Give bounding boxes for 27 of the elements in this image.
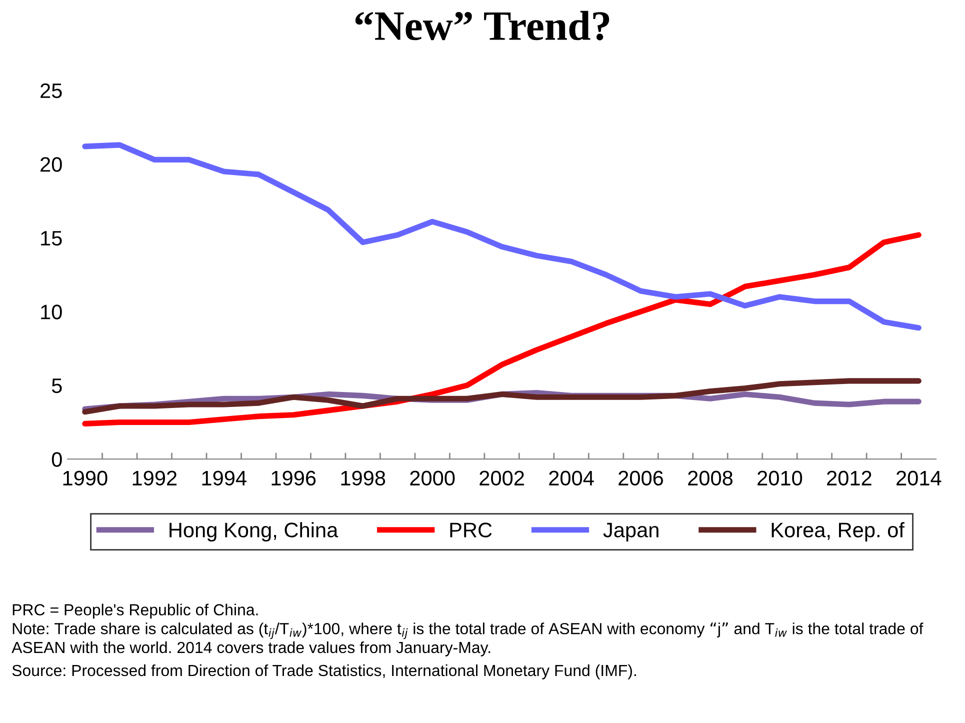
x-tick-label: 1996: [272, 470, 316, 486]
x-tick-label: 2004: [549, 470, 594, 486]
text: PRC = People's Republic of China.: [12, 604, 258, 619]
text: Note: Trade share is calculated as (t$_{ij}$/T$_{iw}$)*100, where t$_{ij}$ is the total trade of ASEAN with economy “j” and T$_{iw}$ is the total trade of ASEAN with the world. 2014 covers trade values from January-May.: [12, 622, 924, 656]
x-tick-label: 1990: [63, 470, 108, 486]
y-tick-label: 25: [40, 83, 62, 98]
x-tick-label: 1998: [341, 470, 386, 486]
x-tick-label: 2002: [480, 470, 524, 486]
legend-label: Hong Kong, China: [170, 522, 338, 542]
x-tick-label: 1992: [132, 470, 177, 486]
source-note: Source: Processed from Direction of Trade Statistics, International Monetary Fund (IMF).: [12, 664, 636, 680]
y-tick-label: 5: [52, 378, 62, 394]
y-tick-label: 15: [41, 231, 62, 246]
legend-label: Korea, Rep. of: [772, 522, 904, 542]
x-tick-label: 2006: [618, 470, 664, 486]
x-tick-label: 2008: [688, 470, 733, 486]
legend-label: PRC: [450, 522, 492, 538]
x-tick-label: 2000: [410, 470, 455, 486]
x-tick-label: 1994: [202, 470, 246, 486]
chart-title: “New” Trend?: [355, 10, 610, 40]
legend-label: Japan: [603, 522, 658, 542]
x-tick-label: 2012: [827, 470, 872, 486]
y-tick-label: 0: [52, 452, 62, 467]
y-tick-label: 10: [41, 304, 62, 320]
y-tick-label: 20: [40, 157, 62, 172]
x-tick-label: 2014: [896, 470, 942, 486]
x-tick-label: 2010: [758, 470, 802, 486]
